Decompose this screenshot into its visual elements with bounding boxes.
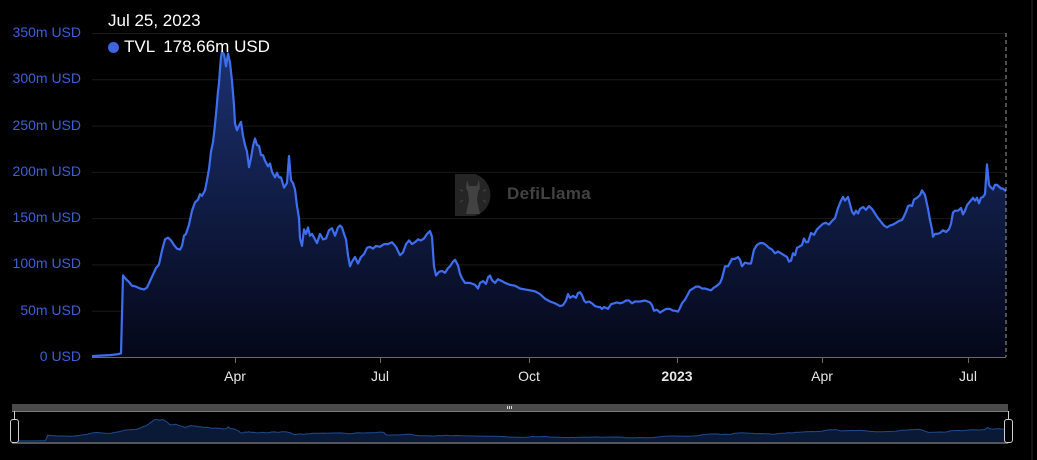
minimap bbox=[12, 411, 1009, 444]
x-axis-ticks bbox=[235, 358, 969, 363]
tooltip-row: TVL 178.66m USD bbox=[108, 36, 270, 58]
minimap-left-handle[interactable] bbox=[10, 419, 19, 443]
y-tick-label: 350m USD bbox=[12, 24, 81, 40]
tooltip-value: 178.66m USD bbox=[163, 37, 270, 56]
tvl-area bbox=[92, 51, 1006, 357]
x-tick-label: Oct bbox=[518, 368, 540, 384]
y-tick-label: 250m USD bbox=[12, 116, 81, 133]
y-tick-label: 150m USD bbox=[12, 209, 81, 226]
minimap-area bbox=[13, 418, 1009, 444]
tvl-line bbox=[91, 50, 1007, 358]
tooltip-series-name: TVL bbox=[124, 37, 156, 56]
legend-dot-icon bbox=[108, 41, 119, 53]
y-tick-label: 100m USD bbox=[12, 255, 81, 272]
minimap-right-handle[interactable] bbox=[1004, 419, 1013, 443]
x-tick-label: Jul bbox=[371, 368, 389, 384]
right-divider bbox=[1031, 0, 1033, 460]
tooltip: Jul 25, 2023 TVL 178.66m USD bbox=[108, 10, 270, 58]
y-tick-label: 50m USD bbox=[20, 301, 81, 318]
x-tick-label: Jul bbox=[959, 368, 977, 384]
llama-logo-icon bbox=[455, 174, 491, 216]
x-tick-label: Apr bbox=[224, 368, 246, 384]
y-tick-label: 200m USD bbox=[12, 162, 81, 179]
watermark-text: DefiLlama bbox=[507, 184, 591, 203]
tooltip-date: Jul 25, 2023 bbox=[108, 11, 201, 30]
x-tick-label: Apr bbox=[811, 368, 833, 384]
x-tick-label: 2023 bbox=[661, 368, 693, 384]
minimap-drag-bar[interactable] bbox=[12, 404, 1008, 412]
y-tick-label: 0 USD bbox=[39, 348, 81, 364]
watermark: DefiLlama bbox=[453, 170, 591, 218]
y-tick-label: 300m USD bbox=[12, 70, 81, 87]
drag-grip-icon[interactable] bbox=[507, 406, 515, 409]
